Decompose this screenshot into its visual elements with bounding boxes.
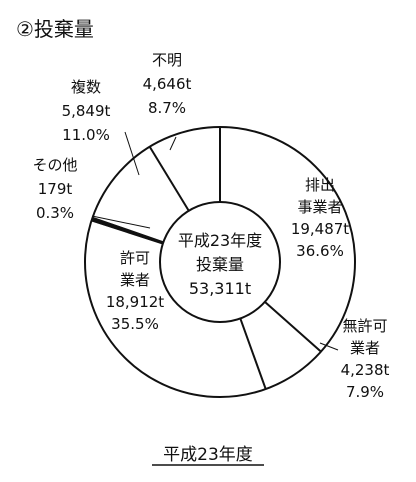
slice-label-fumei-percent: 8.7%	[148, 99, 186, 117]
slice-label-kyoka: 業者	[120, 271, 150, 289]
slice-label-haishutsu-percent: 36.6%	[296, 242, 344, 260]
chart-subtitle: 平成23年度	[163, 445, 253, 465]
slice-label-kyoka: 許可	[120, 249, 150, 267]
slice-label-haishutsu-value: 19,487t	[291, 220, 349, 238]
center-circle	[159, 201, 281, 323]
slice-divider	[264, 301, 322, 353]
chart-text: ②投棄量平成23年度平成23年度投棄量53,311t排出事業者19,487t36…	[16, 17, 390, 466]
slice-divider	[148, 146, 190, 212]
slice-divider	[239, 318, 267, 390]
slice-label-kyoka-value: 18,912t	[106, 293, 164, 311]
slice-label-sonota-percent: 0.3%	[36, 204, 74, 222]
slice-label-sonota: その他	[32, 156, 77, 174]
slice-label-mukyoka-value: 4,238t	[341, 361, 390, 379]
center-hole	[159, 201, 281, 323]
slice-label-fukusu-percent: 11.0%	[62, 126, 110, 144]
leader-mukyoka	[319, 342, 339, 351]
slice-label-sonota-value: 179t	[38, 180, 73, 198]
slice-label-fumei: 不明	[152, 51, 182, 69]
leader-fumei	[169, 136, 177, 151]
chart-title: ②投棄量	[16, 17, 94, 41]
slice-label-mukyoka-percent: 7.9%	[346, 383, 384, 401]
leader-fukusu	[124, 131, 140, 176]
center-label-total: 53,311t	[189, 279, 251, 298]
slice-label-mukyoka: 無許可	[342, 317, 387, 335]
slice-label-mukyoka: 業者	[350, 339, 380, 357]
center-label-title: 投棄量	[196, 255, 244, 274]
center-label-year: 平成23年度	[178, 231, 262, 250]
slice-label-fumei-value: 4,646t	[143, 75, 192, 93]
slice-label-haishutsu: 排出	[305, 176, 335, 194]
slice-label-fukusu: 複数	[71, 78, 101, 96]
slice-label-fukusu-value: 5,849t	[62, 102, 111, 120]
leader-sonota	[91, 215, 151, 229]
slice-label-haishutsu: 事業者	[297, 198, 342, 216]
slice-label-kyoka-percent: 35.5%	[111, 315, 159, 333]
